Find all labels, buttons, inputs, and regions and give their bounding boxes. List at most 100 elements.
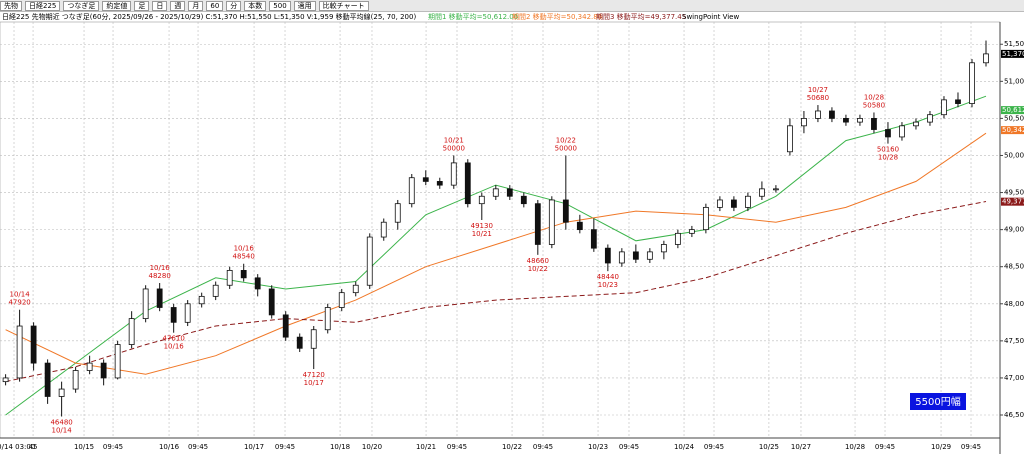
candle-body xyxy=(590,229,597,249)
candle-body xyxy=(184,303,191,323)
candle-body xyxy=(955,99,961,104)
legend-entry: 期間2 移動平均=50,342.86 xyxy=(512,12,603,21)
annotation-text: 50000 xyxy=(555,144,577,152)
annotation-text: 50580 xyxy=(863,101,885,109)
candle-body xyxy=(380,221,387,238)
annotation-text: 47610 xyxy=(163,335,185,343)
candle-body xyxy=(801,117,807,127)
toolbar-item[interactable]: 60 xyxy=(206,0,224,11)
annotation-text: 48660 xyxy=(527,257,549,265)
candle-body xyxy=(128,318,135,345)
candle-body xyxy=(478,195,485,205)
x-tick-label: 10/28 xyxy=(845,443,865,451)
annotation-text: 48540 xyxy=(233,253,255,261)
toolbar-item[interactable]: 本数 xyxy=(244,0,267,11)
y-tick-label: 48,500 xyxy=(1004,263,1024,271)
price-tag-label: 49,377 xyxy=(1002,198,1024,206)
candle-body xyxy=(885,129,891,138)
toolbar-item[interactable]: 比較チャート xyxy=(318,0,369,11)
candle-body xyxy=(30,325,37,364)
badge-box xyxy=(910,393,966,410)
legend-entry: 期間1 移動平均=50,612.06 xyxy=(428,12,519,21)
candle-body xyxy=(324,307,331,331)
annotation-text: 10/21 xyxy=(472,230,492,238)
x-tick-label: 09:45 xyxy=(961,443,981,451)
candle-body xyxy=(492,188,499,197)
candle-body xyxy=(268,288,275,316)
toolbar-item[interactable]: 足 xyxy=(134,0,150,11)
candle-body xyxy=(170,307,177,323)
x-tick-label: 10/27 xyxy=(791,443,811,451)
x-tick-label: 45 xyxy=(29,443,38,451)
x-tick-label: 09:45 xyxy=(447,443,467,451)
toolbar-item[interactable]: 約定値 xyxy=(102,0,132,11)
price-tag xyxy=(1001,126,1024,135)
annotation-text: 10/22 xyxy=(528,265,548,273)
candle-body xyxy=(548,199,555,245)
x-tick-label: 09:45 xyxy=(619,443,639,451)
x-tick-label: 09:45 xyxy=(875,443,895,451)
x-tick-label: 09:45 xyxy=(533,443,553,451)
candle-body xyxy=(913,121,919,127)
candle-body xyxy=(744,195,751,208)
x-tick-label: 10/25 xyxy=(759,443,779,451)
candle-body xyxy=(576,221,583,231)
x-tick-label: 10/29 xyxy=(931,443,951,451)
candle-body xyxy=(660,244,667,253)
candle-body xyxy=(44,362,51,397)
candle-body xyxy=(759,188,765,197)
candle-body xyxy=(618,251,625,264)
legend-entry: 期間3 移動平均=49,377.45 xyxy=(596,12,686,21)
toolbar-item[interactable]: 日 xyxy=(152,0,168,11)
moving-average xyxy=(5,95,987,416)
x-tick-label: 10/15 xyxy=(74,443,94,451)
candle-body xyxy=(296,336,303,349)
annotation-text: 10/27 xyxy=(808,86,828,94)
candle-body xyxy=(422,177,429,182)
candle-body xyxy=(829,110,835,119)
x-tick-label: 09:45 xyxy=(704,443,724,451)
annotation-text: 10/23 xyxy=(598,281,618,289)
toolbar-item[interactable]: 週 xyxy=(170,0,186,11)
annotation-text: 49130 xyxy=(471,222,493,230)
annotation-text: 10/28 xyxy=(864,93,884,101)
candle-body xyxy=(562,199,569,223)
candle-body xyxy=(604,247,611,264)
toolbar-item[interactable]: 先物 xyxy=(0,0,22,11)
annotation-text: 50680 xyxy=(807,94,829,102)
candle-body xyxy=(857,117,863,123)
x-tick-label: 10/21 xyxy=(416,443,436,451)
candle-body xyxy=(198,295,205,305)
toolbar-item[interactable]: 月 xyxy=(188,0,204,11)
x-tick-label: 10/18 xyxy=(330,443,350,451)
candle-body xyxy=(352,284,359,294)
annotation-text: 10/21 xyxy=(444,136,464,144)
candle-body xyxy=(100,362,107,379)
y-tick-label: 48,000 xyxy=(1004,300,1024,308)
y-tick-label: 49,500 xyxy=(1004,189,1024,197)
toolbar-item[interactable]: つなぎ足 xyxy=(63,0,100,11)
annotation-text: 47920 xyxy=(8,299,30,307)
toolbar-item[interactable]: 適用 xyxy=(293,0,316,11)
candle-body xyxy=(983,53,989,64)
plot-area xyxy=(0,21,1001,439)
annotation-text: 50000 xyxy=(443,144,465,152)
toolbar-item[interactable]: 500 xyxy=(269,0,291,11)
annotation-text: 10/16 xyxy=(150,264,171,272)
price-tag xyxy=(1001,106,1024,115)
candle-body xyxy=(646,251,653,260)
candle-body xyxy=(212,284,219,297)
candle-body xyxy=(674,232,681,245)
annotation-text: 46480 xyxy=(50,418,72,426)
candle-body xyxy=(688,229,695,234)
candle-body xyxy=(338,292,345,308)
moving-average xyxy=(5,132,987,375)
candle-body xyxy=(366,236,373,286)
candle-body xyxy=(787,125,793,153)
y-tick-label: 46,500 xyxy=(1004,411,1024,419)
candle-body xyxy=(16,325,23,379)
toolbar-item[interactable]: 日経225 xyxy=(25,0,61,11)
toolbar: 先物 日経225 つなぎ足 約定値足日週月 60 分本数 500 適用 比較チャート xyxy=(0,0,1024,12)
candle-body xyxy=(506,188,513,197)
toolbar-item[interactable]: 分 xyxy=(226,0,242,11)
